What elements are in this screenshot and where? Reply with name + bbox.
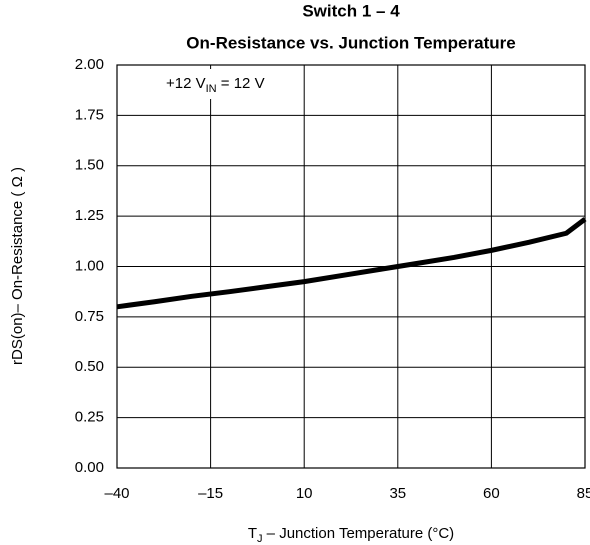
x-tick-label: –40 <box>104 485 129 502</box>
annotation-box <box>160 69 280 99</box>
annotation: +12 VIN = 12 V <box>166 75 265 95</box>
y-tick-label: 1.00 <box>75 257 104 274</box>
y-tick-label: 0.50 <box>75 358 104 375</box>
y-tick-label: 0.25 <box>75 409 104 426</box>
x-label-part: T <box>248 525 257 542</box>
x-tick-label: 60 <box>483 485 500 502</box>
plot-frame <box>116 64 586 469</box>
x-tick-label: 85 <box>577 485 590 502</box>
annotation-sub: IN <box>206 83 217 95</box>
y-tick-label: 0.00 <box>75 459 104 476</box>
x-tick-label: –15 <box>198 485 223 502</box>
x-tick-label: 35 <box>389 485 406 502</box>
y-tick-label: 2.00 <box>75 56 104 73</box>
x-label-part: – Junction Temperature (°C) <box>263 525 455 542</box>
x-tick-label: 10 <box>296 485 313 502</box>
y-tick-label: 1.75 <box>75 106 104 123</box>
data-line <box>116 217 587 310</box>
y-tick-label: 1.50 <box>75 157 104 174</box>
x-axis-label: TJ – Junction Temperature (°C) <box>248 525 454 545</box>
annotation-part: +12 V <box>166 75 206 92</box>
y-tick-label: 0.75 <box>75 308 104 325</box>
annotation-part: = 12 V <box>217 75 265 92</box>
x-label-sub: J <box>257 533 263 545</box>
chart-title: Switch 1 – 4 <box>302 1 400 20</box>
y-axis-label: rDS(on)– On-Resistance ( Ω ) <box>9 167 26 365</box>
y-tick-label: 1.25 <box>75 207 104 224</box>
chart-subtitle: On-Resistance vs. Junction Temperature <box>186 33 515 52</box>
